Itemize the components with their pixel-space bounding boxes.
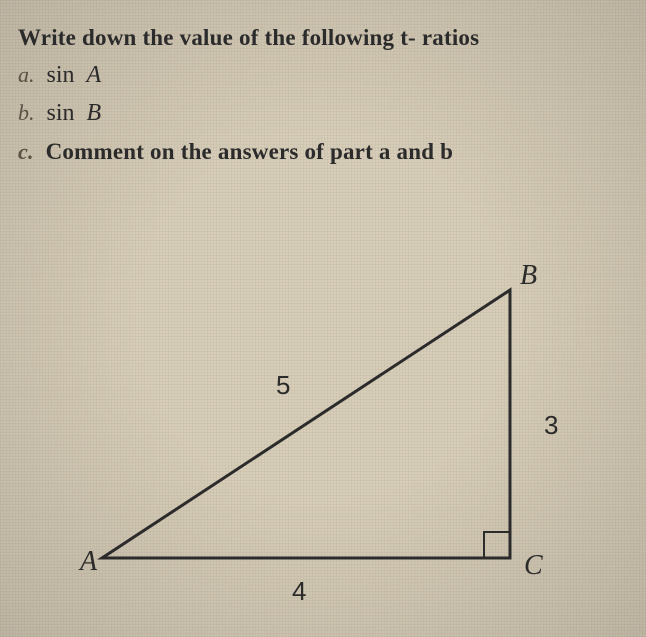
question-page: Write down the value of the following t-…: [0, 0, 646, 167]
vertex-label-b: B: [520, 260, 537, 291]
part-c-label: c.: [18, 139, 34, 164]
triangle-figure: A B C 5 3 4: [78, 248, 598, 618]
part-a: a. sin A: [18, 59, 628, 91]
triangle-svg: A B C 5 3 4: [78, 248, 598, 618]
vertex-label-a: A: [78, 546, 98, 577]
side-label-ab: 5: [276, 370, 290, 400]
triangle-shape: [102, 290, 510, 558]
part-b-fn: sin: [47, 100, 75, 126]
part-c: c. Comment on the answers of part a and …: [18, 136, 628, 167]
part-a-fn: sin: [47, 62, 75, 88]
part-a-label: a.: [18, 62, 35, 87]
side-label-bc: 3: [544, 410, 558, 440]
part-c-text: Comment on the answers of part a and b: [46, 139, 454, 164]
vertex-label-c: C: [524, 550, 543, 581]
part-a-var: A: [87, 62, 102, 88]
part-b: b. sin B: [18, 97, 628, 129]
part-b-label: b.: [18, 100, 35, 125]
side-label-ac: 4: [292, 576, 306, 606]
right-angle-icon: [484, 532, 510, 558]
part-b-var: B: [87, 100, 102, 126]
question-title: Write down the value of the following t-…: [18, 22, 628, 53]
